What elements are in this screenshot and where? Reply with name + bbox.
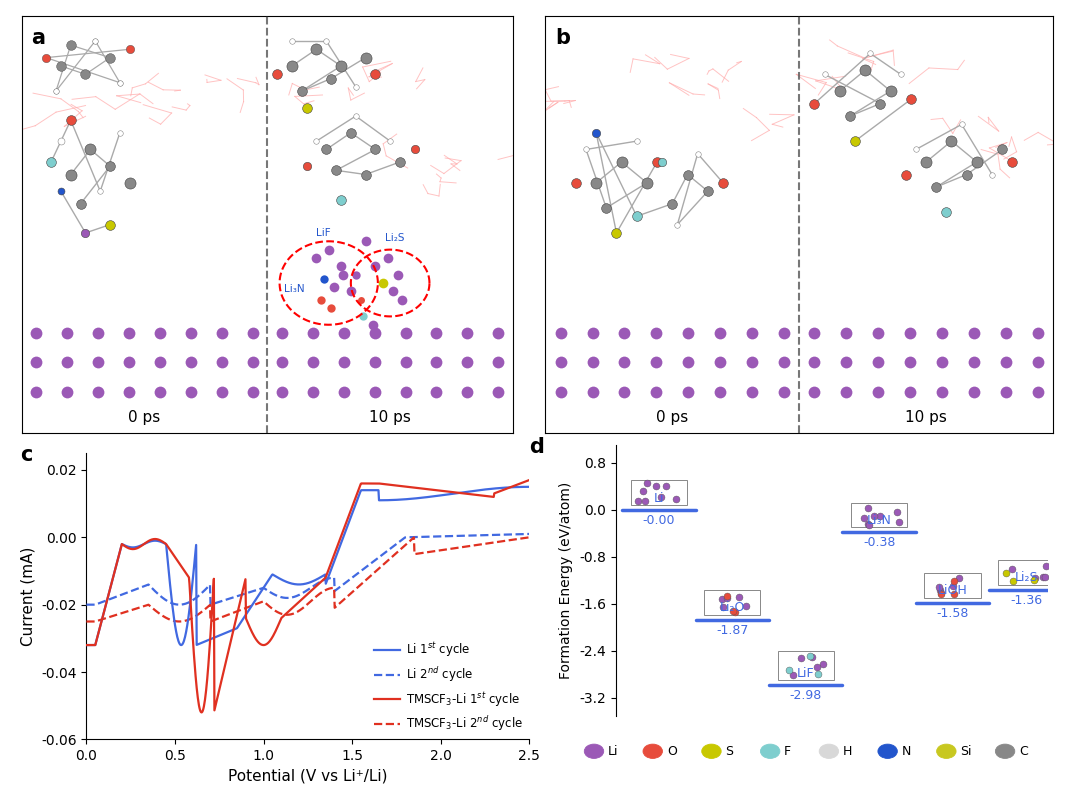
Li 1$^{st}$ cycle [80, 640, 93, 650]
Li 1$^{st}$ cycle [107, 571, 120, 580]
Line: TMSCF$_3$-Li 1$^{st}$ cycle: TMSCF$_3$-Li 1$^{st}$ cycle [86, 480, 529, 712]
TMSCF$_3$-Li 1$^{st}$ cycle [462, 489, 475, 498]
TMSCF$_3$-Li 1$^{st}$ cycle [80, 640, 93, 650]
Legend: Li 1$^{st}$ cycle, Li 2$^{nd}$ cycle, TMSCF$_3$-Li 1$^{st}$ cycle, TMSCF$_3$-Li : Li 1$^{st}$ cycle, Li 2$^{nd}$ cycle, TM… [375, 641, 524, 734]
Text: 0 ps: 0 ps [657, 410, 688, 425]
Text: TMSCF₃-Li: TMSCF₃-Li [226, 454, 309, 472]
Text: -1.36: -1.36 [1010, 594, 1042, 607]
Li 2$^{nd}$ cycle [107, 593, 120, 603]
TMSCF$_3$-Li 2$^{nd}$ cycle [349, 585, 362, 595]
TMSCF$_3$-Li 2$^{nd}$ cycle [107, 611, 120, 620]
Li 1$^{st}$ cycle [461, 487, 474, 496]
Text: a: a [31, 29, 45, 48]
Text: N: N [902, 745, 912, 758]
FancyBboxPatch shape [704, 591, 760, 615]
Text: Li₂S: Li₂S [1014, 572, 1038, 584]
TMSCF$_3$-Li 2$^{nd}$ cycle [362, 573, 375, 583]
Text: -1.87: -1.87 [716, 624, 748, 637]
Li 2$^{nd}$ cycle [362, 560, 375, 570]
Text: Li₂O: Li₂O [719, 602, 745, 615]
TMSCF$_3$-Li 2$^{nd}$ cycle [80, 617, 93, 626]
TMSCF$_3$-Li 2$^{nd}$ cycle [337, 595, 350, 605]
Text: LiF: LiF [316, 228, 332, 238]
TMSCF$_3$-Li 2$^{nd}$ cycle [416, 549, 429, 558]
Text: d: d [529, 437, 544, 457]
Text: b: b [555, 29, 570, 48]
Li 2$^{nd}$ cycle [349, 571, 362, 580]
Y-axis label: Formation Energy (eV/atom): Formation Energy (eV/atom) [559, 482, 573, 679]
Y-axis label: Current (mA): Current (mA) [21, 547, 36, 646]
Li 1$^{st}$ cycle [337, 532, 350, 541]
Text: 0 ps: 0 ps [129, 410, 161, 425]
TMSCF$_3$-Li 1$^{st}$ cycle [523, 475, 536, 485]
Text: Li: Li [608, 745, 619, 758]
TMSCF$_3$-Li 1$^{st}$ cycle [416, 484, 429, 494]
Text: -1.58: -1.58 [936, 607, 969, 620]
Text: LiF: LiF [797, 667, 814, 680]
Text: H: H [842, 745, 852, 758]
Li 1$^{st}$ cycle [349, 501, 362, 510]
Text: S: S [726, 745, 733, 758]
Line: Li 1$^{st}$ cycle: Li 1$^{st}$ cycle [86, 487, 529, 645]
Text: O: O [666, 745, 677, 758]
Text: Li: Li [653, 491, 664, 505]
Text: -0.38: -0.38 [863, 537, 895, 549]
Text: C: C [1020, 745, 1028, 758]
TMSCF$_3$-Li 2$^{nd}$ cycle [523, 533, 536, 542]
FancyBboxPatch shape [924, 573, 981, 598]
Text: 10 ps: 10 ps [369, 410, 411, 425]
Text: 10 ps: 10 ps [905, 410, 947, 425]
Li 1$^{st}$ cycle [523, 482, 536, 491]
TMSCF$_3$-Li 1$^{st}$ cycle [363, 479, 376, 488]
Text: Li₃N: Li₃N [866, 514, 892, 527]
TMSCF$_3$-Li 2$^{nd}$ cycle [461, 541, 474, 551]
Text: c: c [21, 444, 32, 464]
Text: LiOH: LiOH [937, 584, 968, 597]
FancyBboxPatch shape [778, 651, 834, 681]
FancyBboxPatch shape [998, 560, 1054, 585]
Li 2$^{nd}$ cycle [337, 580, 350, 589]
Li 1$^{st}$ cycle [362, 486, 375, 495]
X-axis label: Potential (V vs Li⁺/Li): Potential (V vs Li⁺/Li) [228, 769, 388, 784]
FancyBboxPatch shape [631, 480, 687, 505]
Line: Li 2$^{nd}$ cycle: Li 2$^{nd}$ cycle [86, 534, 529, 605]
Li 1$^{st}$ cycle [416, 493, 429, 502]
Line: TMSCF$_3$-Li 2$^{nd}$ cycle: TMSCF$_3$-Li 2$^{nd}$ cycle [86, 537, 529, 622]
Text: Li: Li [793, 454, 806, 472]
Li 2$^{nd}$ cycle [80, 600, 93, 610]
Text: Si: Si [960, 745, 972, 758]
Text: F: F [784, 745, 792, 758]
TMSCF$_3$-Li 1$^{st}$ cycle [349, 493, 362, 502]
Li 2$^{nd}$ cycle [523, 529, 536, 539]
Li 2$^{nd}$ cycle [461, 531, 474, 541]
Text: -2.98: -2.98 [789, 689, 822, 702]
TMSCF$_3$-Li 1$^{st}$ cycle [195, 708, 208, 717]
TMSCF$_3$-Li 1$^{st}$ cycle [107, 571, 120, 580]
Text: -0.00: -0.00 [643, 514, 675, 527]
Text: Li₂S: Li₂S [386, 234, 405, 243]
FancyBboxPatch shape [851, 502, 907, 527]
Li 2$^{nd}$ cycle [416, 532, 429, 541]
TMSCF$_3$-Li 1$^{st}$ cycle [338, 523, 351, 533]
Text: Li₃N: Li₃N [284, 285, 305, 294]
